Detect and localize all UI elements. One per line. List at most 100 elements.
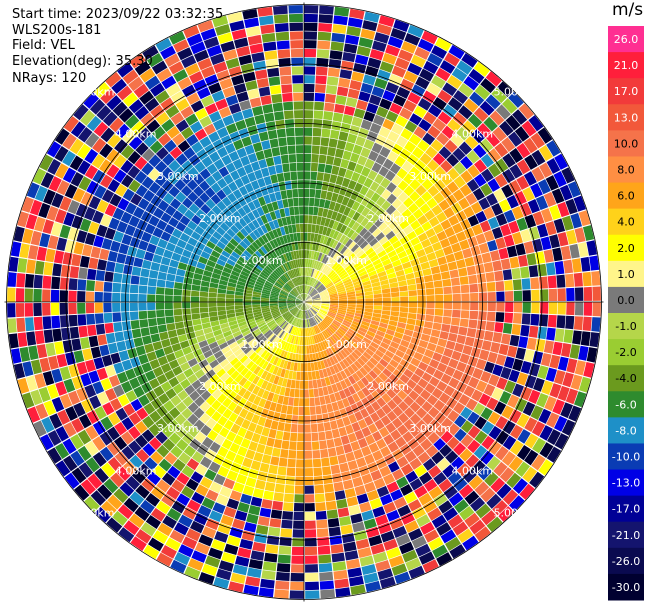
- radar-gate: [433, 166, 447, 179]
- radar-gate: [336, 286, 345, 292]
- radar-gate: [347, 208, 356, 219]
- radar-gate: [293, 308, 299, 316]
- radar-gate: [355, 332, 365, 340]
- radar-gate: [260, 299, 270, 302]
- radar-gate: [30, 230, 42, 246]
- radar-gate: [113, 384, 125, 398]
- radar-gate: [301, 302, 304, 310]
- radar-gate: [312, 316, 318, 325]
- radar-gate: [316, 333, 322, 343]
- radar-gate: [337, 309, 347, 313]
- radar-gate: [282, 163, 290, 173]
- radar-gate: [326, 209, 334, 219]
- radar-gate: [367, 250, 377, 259]
- radar-gate: [483, 116, 498, 132]
- radar-gate: [393, 19, 410, 33]
- radar-gate: [292, 278, 297, 287]
- radar-gate: [447, 167, 460, 181]
- radar-gate: [202, 436, 214, 449]
- radar-gate: [485, 94, 501, 110]
- radar-gate: [63, 378, 76, 393]
- radar-gate: [321, 181, 329, 191]
- radar-gate: [389, 517, 404, 530]
- radar-gate: [417, 302, 426, 308]
- radar-gate: [275, 119, 286, 130]
- radar-gate: [284, 284, 291, 291]
- radar-gate: [574, 360, 586, 376]
- radar-gate: [277, 318, 285, 326]
- radar-gate: [327, 182, 336, 193]
- radar-gate: [487, 302, 496, 312]
- radar-gate: [10, 241, 22, 257]
- radar-gate: [387, 36, 404, 49]
- radar-gate: [228, 341, 238, 350]
- radar-gate: [304, 285, 307, 294]
- radar-gate: [304, 302, 311, 308]
- radar-gate: [144, 457, 158, 471]
- radar-gate: [253, 313, 263, 319]
- radar-gate: [504, 280, 514, 291]
- radar-gate: [278, 545, 292, 555]
- radar-gate: [360, 323, 369, 330]
- radar-gate: [387, 399, 398, 410]
- radar-gate: [226, 366, 236, 376]
- radar-gate: [339, 186, 348, 196]
- radar-gate: [143, 189, 155, 202]
- radar-gate: [183, 226, 194, 237]
- radar-gate: [400, 78, 415, 92]
- radar-gate: [48, 355, 59, 370]
- radar-gate: [326, 328, 333, 336]
- radar-gate: [90, 346, 102, 359]
- radar-gate: [452, 147, 466, 161]
- radar-gate: [347, 88, 360, 99]
- radar-gate: [459, 184, 472, 197]
- radar-gate: [269, 300, 278, 302]
- radar-gate: [242, 357, 252, 367]
- radar-gate: [424, 281, 434, 289]
- radar-gate: [473, 173, 487, 187]
- radar-gate: [312, 302, 321, 305]
- radar-gate: [174, 315, 184, 323]
- radar-gate: [43, 262, 54, 276]
- radar-gate: [133, 386, 145, 398]
- radar-gate: [149, 325, 159, 335]
- radar-gate: [343, 280, 353, 287]
- radar-gate: [81, 398, 94, 413]
- radar-gate: [216, 393, 227, 404]
- radar-gate: [86, 313, 96, 325]
- radar-gate: [336, 372, 344, 382]
- radar-gate: [56, 180, 70, 196]
- radar-gate: [311, 344, 315, 354]
- radar-gate: [305, 336, 309, 346]
- radar-gate: [325, 191, 333, 201]
- radar-gate: [396, 363, 407, 374]
- radar-gate: [335, 232, 343, 242]
- radar-gate: [304, 302, 312, 305]
- radar-gate: [473, 107, 489, 122]
- radar-gate: [51, 368, 63, 383]
- radar-gate: [248, 274, 258, 281]
- radar-gate: [269, 355, 277, 364]
- radar-gate: [318, 311, 326, 317]
- radar-gate: [311, 371, 317, 380]
- radar-gate: [447, 234, 459, 245]
- radar-gate: [244, 286, 254, 292]
- radar-gate: [459, 506, 475, 521]
- radar-gate: [188, 258, 198, 267]
- radar-gate: [71, 215, 84, 229]
- radar-gate: [353, 360, 363, 370]
- radar-gate: [193, 324, 203, 332]
- radar-gate: [271, 289, 280, 294]
- radar-gate: [304, 433, 312, 442]
- radar-gate: [311, 279, 317, 287]
- radar-gate: [531, 166, 545, 182]
- radar-gate: [328, 238, 336, 248]
- radar-gate: [330, 300, 339, 302]
- radar-gate: [292, 308, 299, 316]
- radar-gate: [383, 501, 397, 514]
- radar-gate: [347, 219, 356, 229]
- radar-gate: [307, 336, 311, 345]
- radar-gate: [443, 207, 455, 219]
- radar-gate: [275, 281, 283, 288]
- radar-gate: [179, 232, 191, 243]
